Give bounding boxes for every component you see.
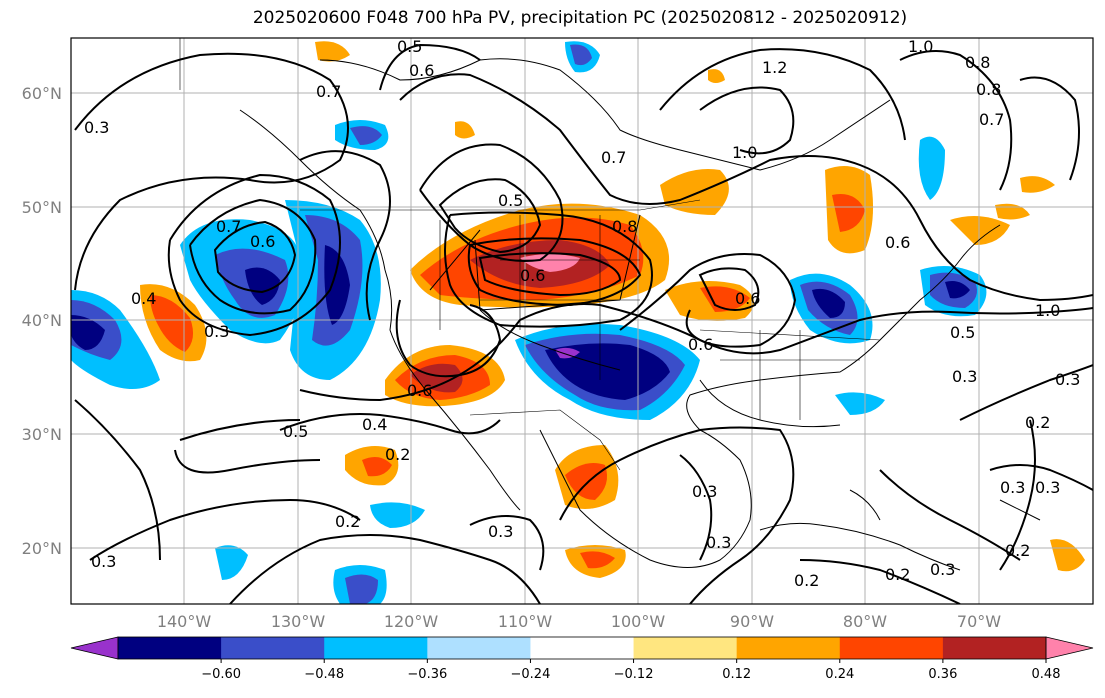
contour-label: 1.0 — [908, 37, 933, 56]
lon-label: 70°W — [957, 612, 1001, 631]
contour-label: 0.3 — [706, 533, 731, 552]
contour-label: 0.7 — [316, 82, 341, 101]
contour-label: 0.5 — [283, 422, 308, 441]
contour-label: 0.6 — [407, 381, 432, 400]
lat-label: 60°N — [22, 84, 62, 103]
colorbar: −0.60 −0.48 −0.36 −0.24 −0.12 0.12 0.24 0.36 0.4… — [70, 636, 1094, 682]
contour-label: 0.7 — [216, 217, 241, 236]
contour-labels: 0.5 0.6 0.7 0.3 0.4 0.3 0.6 0.7 0.5 0.6 … — [84, 37, 1080, 590]
contour-label: 0.4 — [362, 415, 387, 434]
colorbar-frame — [117, 636, 1047, 660]
graticule — [71, 38, 1093, 604]
colorbar-label: 0.12 — [722, 667, 751, 682]
contour-label: 0.6 — [735, 289, 760, 308]
contour-label: 0.3 — [488, 522, 513, 541]
latitude-labels: 60°N 50°N 40°N 30°N 20°N — [22, 84, 62, 558]
contour-label: 0.2 — [885, 565, 910, 584]
lon-label: 90°W — [730, 612, 774, 631]
colorbar-bin — [427, 637, 531, 659]
contour-label: 0.2 — [1005, 541, 1030, 560]
colorbar-label: −0.24 — [511, 667, 551, 682]
lon-label: 110°W — [498, 612, 553, 631]
map-frame — [70, 37, 1094, 605]
contour-label: 1.0 — [1035, 301, 1060, 320]
contour-label: 0.8 — [612, 217, 637, 236]
contour-label: 0.3 — [91, 552, 116, 571]
contour-label: 0.6 — [250, 232, 275, 251]
contour-label: 0.5 — [950, 323, 975, 342]
contour-label: 0.5 — [397, 37, 422, 56]
contour-label: 0.2 — [794, 571, 819, 590]
lon-label: 130°W — [271, 612, 326, 631]
colorbar-label: 0.36 — [928, 667, 957, 682]
contour-label: 0.6 — [885, 233, 910, 252]
colorbar-bin — [118, 637, 222, 659]
contour-label: 0.6 — [520, 266, 545, 285]
contour-label: 0.3 — [1035, 478, 1060, 497]
lat-label: 50°N — [22, 198, 62, 217]
precip-shading — [71, 41, 1085, 604]
colorbar-bin — [324, 637, 428, 659]
lon-label: 100°W — [611, 612, 666, 631]
contour-label: 0.3 — [930, 560, 955, 579]
contour-label: 0.2 — [1025, 413, 1050, 432]
colorbar-bin — [221, 637, 325, 659]
colorbar-bin — [530, 637, 635, 659]
contour-label: 1.0 — [732, 143, 757, 162]
contour-label: 0.3 — [1000, 478, 1025, 497]
colorbar-bin — [839, 637, 944, 659]
colorbar-label: −0.12 — [614, 667, 654, 682]
contour-label: 0.4 — [131, 289, 156, 308]
contour-label: 0.7 — [601, 148, 626, 167]
contour-label: 0.7 — [979, 110, 1004, 129]
colorbar-bin — [633, 637, 738, 659]
lat-label: 20°N — [22, 539, 62, 558]
political-borders — [179, 38, 881, 471]
lon-label: 80°W — [843, 612, 887, 631]
colorbar-label: 0.24 — [825, 667, 854, 682]
colorbar-bin — [942, 637, 1047, 659]
contour-label: 0.3 — [84, 118, 109, 137]
contour-label: 0.3 — [1055, 370, 1080, 389]
lon-label: 120°W — [384, 612, 439, 631]
contour-label: 0.3 — [952, 367, 977, 386]
colorbar-extend-high — [1045, 636, 1094, 660]
contour-label: 0.6 — [409, 61, 434, 80]
colorbar-label: 0.48 — [1032, 667, 1061, 682]
colorbar-label: −0.48 — [304, 667, 344, 682]
lat-label: 40°N — [22, 311, 62, 330]
lat-label: 30°N — [22, 425, 62, 444]
contour-label: 0.6 — [688, 335, 713, 354]
pv-contours — [74, 43, 1093, 604]
colorbar-extend-low — [70, 636, 119, 660]
contour-label: 0.8 — [976, 80, 1001, 99]
contour-label: 0.2 — [335, 512, 360, 531]
contour-label: 0.3 — [692, 482, 717, 501]
colorbar-bin — [736, 637, 841, 659]
colorbar-label: −0.36 — [407, 667, 447, 682]
chart-title: 2025020600 F048 700 hPa PV, precipitatio… — [252, 8, 908, 28]
colorbar-label: −0.60 — [201, 667, 241, 682]
contour-label: 0.8 — [965, 53, 990, 72]
contour-label: 0.5 — [498, 191, 523, 210]
contour-label: 0.2 — [385, 445, 410, 464]
contour-label: 0.3 — [204, 322, 229, 341]
contour-label: 1.2 — [762, 58, 787, 77]
lon-label: 140°W — [157, 612, 212, 631]
map-panel: 0.5 0.6 0.7 0.3 0.4 0.3 0.6 0.7 0.5 0.6 … — [71, 37, 1093, 604]
longitude-labels: 140°W 130°W 120°W 110°W 100°W 90°W 80°W … — [157, 612, 1001, 631]
coastlines — [239, 58, 1041, 571]
